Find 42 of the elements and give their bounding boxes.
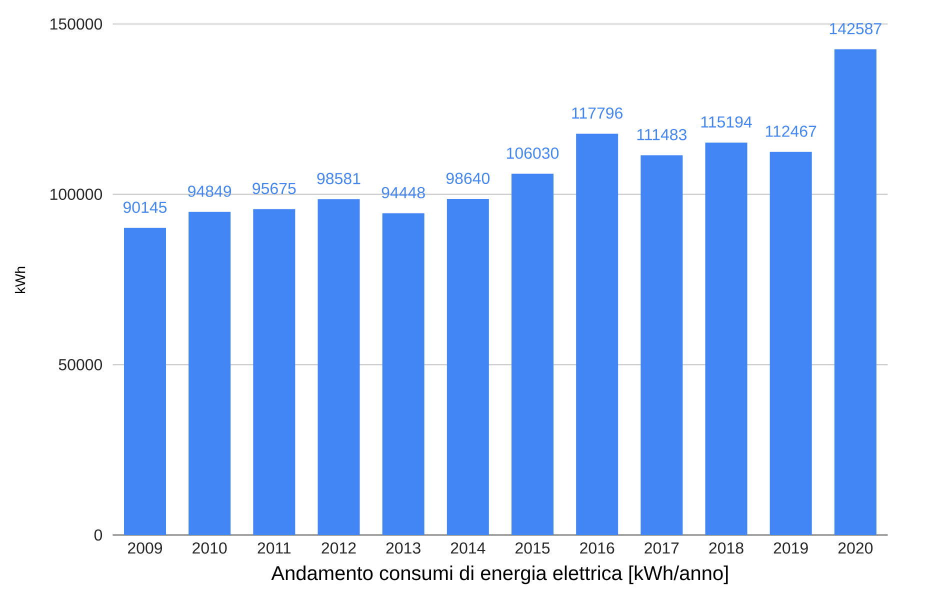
y-tick-label: 100000 [50, 188, 102, 200]
x-tick-label: 2014 [450, 542, 486, 554]
x-tick-label: 2012 [322, 542, 356, 554]
x-tick-label: 2016 [580, 542, 614, 554]
data-label: 111483 [637, 128, 686, 140]
x-tick-label: 2019 [774, 542, 808, 554]
x-tick-label: 2013 [386, 542, 420, 554]
bar [253, 209, 296, 535]
bar [188, 212, 231, 535]
x-tick-label: 2011 [258, 542, 291, 554]
x-axis-title: Andamento consumi di energia elettrica [kWh/anno] [271, 566, 728, 584]
bar [705, 142, 748, 535]
data-label: 95675 [252, 182, 296, 194]
data-label: 90145 [124, 202, 167, 213]
y-tick-label: 150000 [50, 18, 102, 30]
y-tick-label: 50000 [58, 359, 102, 370]
data-label: 117796 [572, 107, 622, 119]
bar [834, 49, 876, 535]
data-label: 98640 [446, 172, 490, 184]
bar [512, 174, 554, 535]
data-label: 98581 [317, 172, 360, 184]
x-tick-label: 2018 [709, 542, 744, 554]
data-label: 142587 [830, 22, 882, 34]
x-tick-label: 2009 [128, 542, 162, 554]
data-label: 115194 [701, 116, 752, 128]
data-label: 112467 [766, 126, 816, 137]
bar [382, 213, 424, 535]
bar [318, 199, 360, 535]
x-tick-label: 2020 [838, 542, 873, 554]
data-label: 94448 [382, 186, 425, 198]
y-axis-title: kWh [14, 266, 26, 294]
data-label: 106030 [507, 148, 559, 159]
y-tick-label: 0 [94, 529, 102, 541]
bar [446, 198, 489, 535]
bar [124, 228, 166, 535]
data-label: 94849 [188, 186, 232, 197]
x-tick-label: 2017 [644, 542, 679, 554]
bar [640, 155, 683, 535]
bar [770, 152, 812, 535]
x-tick-label: 2010 [192, 542, 227, 554]
x-tick-label: 2015 [516, 542, 550, 554]
bar [576, 134, 618, 535]
